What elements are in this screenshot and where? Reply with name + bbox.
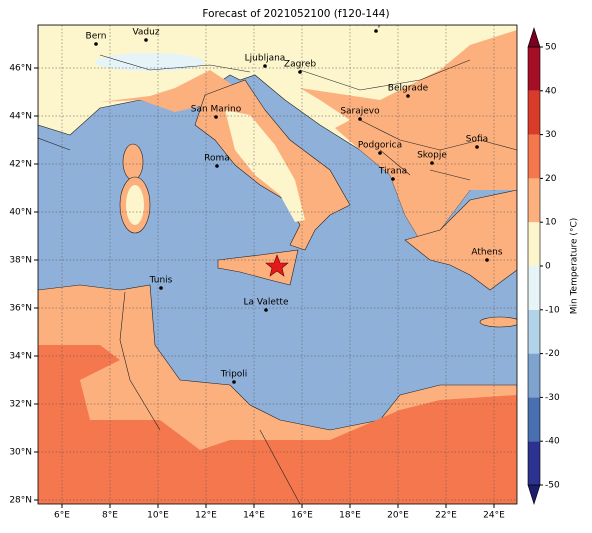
colorbar-segment	[528, 353, 540, 398]
city-label: San Marino	[191, 105, 242, 115]
colorbar-tick-label: 0	[545, 262, 551, 272]
y-tick-label: 34°N	[9, 352, 32, 362]
y-tick-label: 42°N	[9, 160, 32, 170]
colorbar-segment	[528, 266, 540, 310]
city-label: Tripoli	[220, 370, 248, 380]
city-label: Podgorica	[358, 141, 402, 151]
city-dot	[485, 258, 489, 262]
city-label: Zagreb	[284, 60, 316, 70]
y-tick-label: 28°N	[9, 496, 32, 506]
colorbar-tick-label: 40	[545, 86, 557, 96]
borders	[38, 54, 517, 504]
city-dot	[378, 151, 382, 155]
x-tick-label: 16°E	[291, 511, 313, 521]
x-tick-label: 24°E	[483, 511, 505, 521]
city-dot	[358, 117, 362, 121]
colorbar: -50 -40 -30 -20 -10 0 10 20 30 40 50	[527, 27, 560, 505]
x-tick-label: 14°E	[243, 511, 265, 521]
colorbar-extend-high	[527, 27, 541, 48]
city-label: Belgrade	[388, 84, 429, 94]
cold-alps	[95, 53, 205, 71]
axes: 6°E 8°E 10°E 12°E 14°E 16°E 18°E 20°E 22°E 24°E 28…	[9, 64, 505, 521]
colorbar-segment	[528, 309, 540, 354]
x-tick-label: 18°E	[339, 511, 361, 521]
city-label: Skopje	[417, 151, 447, 161]
colorbar-segment	[528, 47, 540, 91]
city-dot	[159, 286, 163, 290]
city-label: Sofia	[466, 135, 488, 145]
colorbar-tick-label: 20	[545, 174, 557, 184]
land-africa-hot	[38, 345, 517, 504]
city-label: Budapest	[355, 19, 398, 29]
colorbar-segment	[528, 178, 540, 223]
y-tick-label: 40°N	[9, 208, 32, 218]
city-dot	[94, 42, 98, 46]
colorbar-tick-label: -40	[545, 437, 560, 447]
x-tick-label: 20°E	[387, 511, 409, 521]
city-dot	[430, 161, 434, 165]
city-label: Athens	[471, 248, 502, 258]
colorbar-segment	[528, 90, 540, 135]
city-dot	[298, 70, 302, 74]
colorbar-segment	[528, 397, 540, 442]
city-dot	[232, 380, 236, 384]
colorbar-tick-label: 50	[545, 43, 557, 53]
city-dot	[214, 115, 218, 119]
title: Forecast of 2021052100 (f120-144)	[202, 8, 389, 20]
city-label: Roma	[204, 154, 230, 164]
colorbar-tick-label: -50	[545, 481, 560, 491]
city-dot	[475, 145, 479, 149]
land-crete	[479, 316, 517, 328]
land-sardinia-cool	[126, 185, 144, 225]
city-label: Tirana	[378, 167, 407, 177]
city-label: Ljubljana	[245, 54, 286, 64]
colorbar-tick-label: -10	[545, 305, 560, 315]
city-dot	[406, 94, 410, 98]
land-italy-apennines	[225, 110, 305, 222]
city-dot	[215, 164, 219, 168]
x-tick-label: 12°E	[195, 511, 217, 521]
colorbar-segment	[528, 441, 540, 485]
colorbar-segment	[528, 222, 540, 266]
y-tick-label: 38°N	[9, 256, 32, 266]
y-tick-label: 32°N	[9, 400, 32, 410]
city-label: La Valette	[244, 298, 289, 308]
colorbar-label: Min Temperature (°C)	[570, 218, 580, 315]
colorbar-tick-label: -30	[545, 393, 560, 403]
colorbar-tick-label: 30	[545, 130, 557, 140]
city-dot	[264, 308, 268, 312]
colorbar-segment	[528, 134, 540, 179]
x-tick-label: 10°E	[147, 511, 169, 521]
colorbar-extend-low	[527, 484, 541, 505]
y-tick-label: 46°N	[9, 64, 32, 74]
x-tick-label: 8°E	[102, 511, 118, 521]
grid	[38, 25, 517, 504]
x-tick-label: 22°E	[435, 511, 457, 521]
star-marker	[265, 254, 289, 277]
y-tick-label: 36°N	[9, 304, 32, 314]
city-dot	[263, 64, 267, 68]
land-corsica	[122, 143, 144, 181]
colorbar-tick-label: -20	[545, 349, 560, 359]
city-dot	[391, 177, 395, 181]
city-dot	[374, 29, 378, 33]
y-tick-label: 30°N	[9, 448, 32, 458]
city-label: Vaduz	[132, 28, 159, 38]
city-dot	[144, 38, 148, 42]
land-balkans-warm	[300, 30, 517, 240]
land-greece	[404, 189, 517, 291]
y-tick-label: 44°N	[9, 112, 32, 122]
colorbar-tick-label: 10	[545, 218, 557, 228]
city-label: Tunis	[149, 276, 173, 286]
x-tick-label: 6°E	[54, 511, 70, 521]
city-label: Bern	[86, 32, 107, 42]
city-label: Sarajevo	[340, 107, 380, 117]
map-frame	[37, 24, 518, 505]
